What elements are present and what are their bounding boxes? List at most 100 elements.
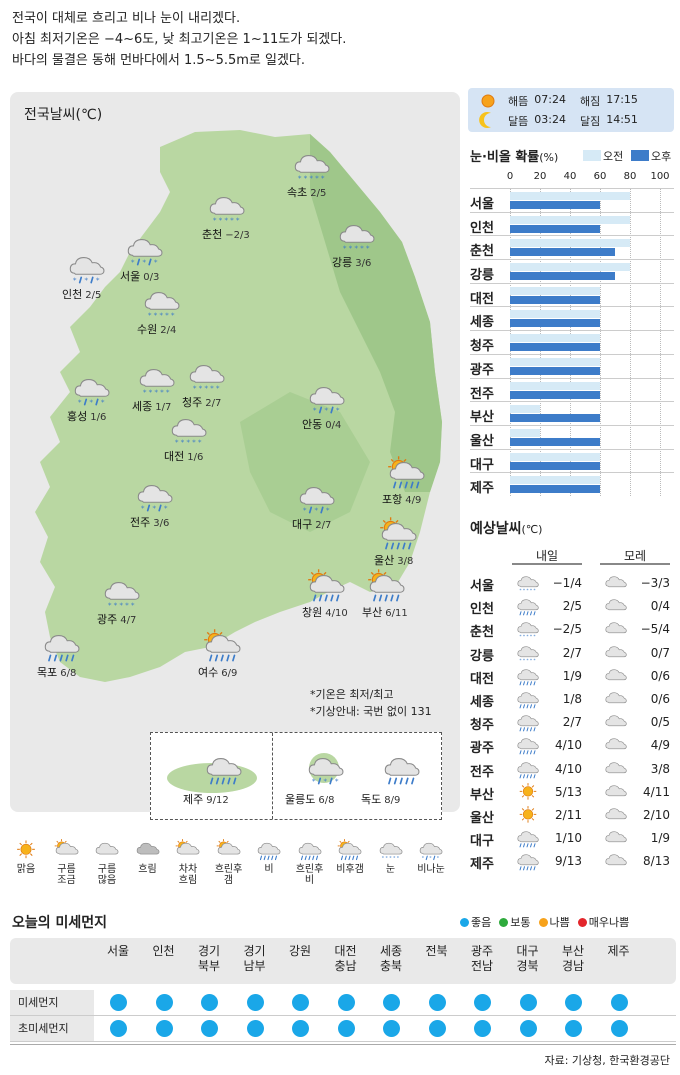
precip-city-label: 서울 xyxy=(470,197,494,212)
svg-text:*: * xyxy=(530,658,533,664)
sun-icon xyxy=(17,840,35,859)
dust-region-header: 경기 북부 xyxy=(189,944,229,974)
snow-icon: * * * * * xyxy=(209,197,245,225)
forecast-day2-temp: 0/6 xyxy=(650,692,670,706)
rain-snow-icon: * * * xyxy=(309,387,345,415)
forecast-row: 청주 2/7 0/5 xyxy=(470,711,676,734)
forecast-day2-header: 모레 xyxy=(600,547,670,565)
svg-text:*: * xyxy=(73,276,77,285)
cloud-icon xyxy=(605,645,627,657)
map-title: 전국날씨(℃) xyxy=(24,107,103,123)
svg-text:*: * xyxy=(335,777,339,786)
bar-am xyxy=(510,192,630,200)
city-name: 안동 xyxy=(302,418,323,431)
dust-legend: 좋음 보통 나쁨 매우나쁨 xyxy=(460,914,629,930)
city-temp: 1/6 xyxy=(90,412,107,423)
bar-am xyxy=(510,357,600,366)
city-name: 광주 xyxy=(97,613,118,626)
dust-level-dot xyxy=(565,1020,582,1037)
legend-am-swatch xyxy=(583,150,601,161)
precip-city-label: 전주 xyxy=(470,386,494,402)
forecast-day1-temp: −2/5 xyxy=(552,622,582,637)
legend-label: 흐림 xyxy=(178,875,198,886)
rain-snow-icon: * * * xyxy=(419,842,443,862)
legend-item: 비후갬 xyxy=(330,838,370,875)
svg-text:*: * xyxy=(323,777,327,786)
sun-icon xyxy=(519,782,537,800)
dust-level-dot xyxy=(428,1020,446,1037)
svg-text:*: * xyxy=(108,601,112,610)
summary-line: 전국이 대체로 흐리고 비나 눈이 내리겠다. xyxy=(12,11,241,26)
map-city: 울산 3/8 xyxy=(372,516,462,576)
cloud-icon xyxy=(605,761,627,773)
moonset-label: 달짐 xyxy=(579,115,601,128)
dust-region-text: 강원 xyxy=(288,944,312,958)
city-name: 홍성 xyxy=(67,410,88,423)
dust-legend-label: 매우나쁨 xyxy=(588,916,630,929)
dust-level-dot xyxy=(474,994,491,1011)
city-temp: 4/9 xyxy=(405,495,422,506)
dust-legend-item: 보통 xyxy=(499,914,531,930)
sun-rain-icon xyxy=(380,517,417,550)
svg-text:*: * xyxy=(298,174,302,183)
legend-pm-swatch xyxy=(631,150,649,161)
forecast-row: 대구 1/10 1/9 xyxy=(470,827,676,850)
city-temp: 9/12 xyxy=(206,795,229,806)
dust-region-header: 전북 xyxy=(417,944,457,959)
bar-am xyxy=(510,239,630,248)
precip-title: 눈·비올 확률(%) xyxy=(470,146,558,165)
bar-am xyxy=(510,428,540,437)
svg-text:*: * xyxy=(210,384,214,393)
forecast-day1-temp: −1/4 xyxy=(552,576,582,590)
snow-icon: * * * * * xyxy=(144,292,180,320)
city-name: 창원 xyxy=(302,606,323,619)
svg-text:*: * xyxy=(354,244,358,253)
forecast-day1-temp: 4/10 xyxy=(555,761,582,776)
bar-pm xyxy=(510,366,600,375)
forecast-day1-temp: 2/7 xyxy=(562,645,582,660)
overcast-icon xyxy=(136,842,159,855)
map-city: * * * * * 수원 2/4 xyxy=(135,285,225,345)
rain-icon xyxy=(517,669,539,686)
map-city: * * * 인천 2/5 xyxy=(60,250,150,310)
bar-pm xyxy=(510,295,600,304)
dust-region-text: 대전 xyxy=(334,944,357,958)
svg-text:*: * xyxy=(303,506,307,515)
city-name: 목포 xyxy=(37,666,58,679)
dust-level-dot xyxy=(110,1020,127,1037)
icon-legend: 맑음 구름 조금 구름 많음 흐림 차차 흐림 흐린후 갬 비 흐린후 비 비후갬 * * * * * 눈 * * * 비나눈 xyxy=(6,838,456,898)
legend-label: 흐림 xyxy=(138,864,157,875)
city-name: 속초 xyxy=(287,186,308,199)
rain-icon xyxy=(517,854,539,871)
svg-text:*: * xyxy=(533,658,536,664)
dust-region-header: 대구 경북 xyxy=(508,944,548,974)
dust-legend-dot xyxy=(499,918,509,927)
forecast-day2-temp: 0/5 xyxy=(650,715,670,730)
forecast-day2-temp: 4/11 xyxy=(643,784,670,799)
dust-region-text: 세종 xyxy=(379,944,403,958)
forecast-city: 청주 xyxy=(470,718,494,734)
forecast-day2-temp: 0/7 xyxy=(650,645,670,660)
dust-legend-label: 좋음 xyxy=(471,916,492,929)
cloud-then-rain-icon xyxy=(298,842,321,861)
city-name: 수원 xyxy=(137,323,158,336)
forecast-day1-temp: 1/8 xyxy=(562,692,582,706)
dust-region-text: 경남 xyxy=(561,959,585,973)
dust-region-header: 광주 전남 xyxy=(462,944,502,974)
snow-icon: * * * * * xyxy=(294,155,330,183)
dust-level-dot xyxy=(292,1020,309,1037)
map-notes: *기온은 최저/최고 *기상안내: 국번 없이 131 xyxy=(310,686,432,720)
map-city: * * * 전주 3/6 xyxy=(128,478,218,538)
dust-region-text: 충남 xyxy=(334,959,357,973)
map-city: * * * 대구 2/7 xyxy=(290,480,380,540)
dust-region-header: 강원 xyxy=(280,944,320,959)
axis-tick-label: 20 xyxy=(533,171,547,182)
legend-item: * * * 비나눈 xyxy=(411,838,451,875)
legend-item: 구름 조금 xyxy=(47,838,87,886)
dust-legend-item: 나쁨 xyxy=(538,914,570,930)
forecast-day2-temp: 0/6 xyxy=(650,668,670,683)
note-line: *기온은 최저/최고 xyxy=(310,688,394,701)
islands-box: 제주 9/12 * * * 울릉도 6/8 독도 8/9 xyxy=(150,732,442,820)
cloud-icon xyxy=(605,715,627,727)
dust-level-dot xyxy=(155,1020,173,1037)
